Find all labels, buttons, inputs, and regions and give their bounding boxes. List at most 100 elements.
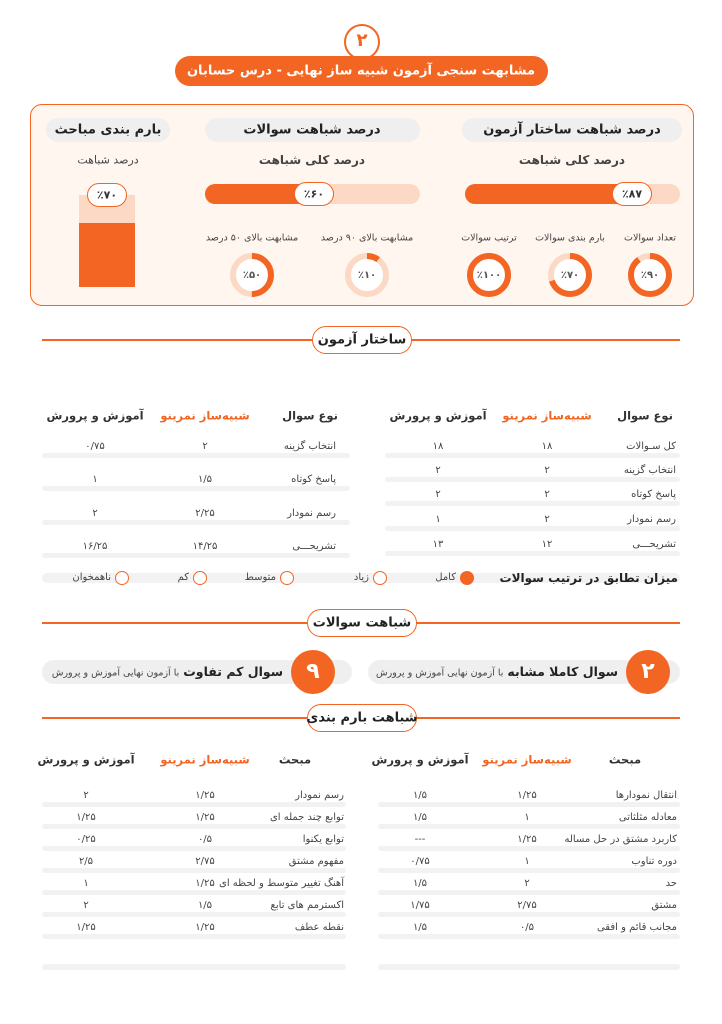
table-cell: ۲ [524,878,530,889]
table-cell: ۱/۲۵ [195,922,215,933]
table-cell: توابع چند جمله ای [269,812,344,823]
table-cell: حد [665,878,677,889]
card-label: سوال کاملا مشابه [507,663,618,679]
ring-chart [230,253,274,297]
section-title: شباهت بارم بندی [306,710,418,726]
bar-label: ٪۶۰ [303,187,325,201]
table-cell: ۲ [435,465,441,476]
table-cell: انتقال نمودارها [615,790,677,801]
column-header: شبیه‌ساز نمرینو [502,408,592,423]
column-header: آموزش و پرورش [37,752,135,767]
column-title: درصد شباهت ساختار آزمون [483,122,661,138]
vbar-fill [79,222,135,287]
table-cell: ۱۶/۲۵ [82,541,108,552]
row-bar [385,526,680,531]
table-cell: ۱/۵ [412,922,428,933]
order-option-dot [280,571,294,585]
table-cell: ۲ [83,790,89,801]
column-header: نوع سوال [617,408,673,423]
order-option: ناهمخوان [72,572,111,583]
table-cell: ۲ [92,508,98,519]
table-cell: ۲ [435,489,441,500]
table-cell: ۱۸ [541,441,553,452]
table-cell: کاربرد مشتق در حل مساله [564,834,677,845]
card-badge [626,650,670,694]
section-title: ساختار آزمون [317,332,407,348]
column-title-pill [204,118,420,142]
order-option-dot [460,571,474,585]
table-cell: تشریحـــی [292,541,336,552]
table-cell: ۱/۲۵ [517,834,537,845]
table-cell: ۰/۵ [197,834,213,845]
ring-label: ٪۵۰ [242,270,262,281]
row-bar [378,802,680,807]
row-bar [378,868,680,873]
card-badge [291,650,335,694]
table-cell: ۰/۵ [519,922,535,933]
row-bar [378,846,680,851]
ring-caption: مشابهت بالای ۹۰ درصد [320,232,414,244]
row-bar [378,934,680,939]
row-bar [42,964,346,970]
bar-label: ٪۸۷ [621,187,643,201]
column-header: آموزش و پرورش [46,408,144,423]
table-cell: رسم نمودار [287,508,336,519]
ring-caption: ترتیب سوالات [461,232,517,244]
table-cell: پاسخ کوتاه [631,489,676,500]
table-cell: رسم نمودار [627,514,676,525]
table-cell: معادله مثلثاتی [618,812,677,823]
table-cell: --- [414,834,426,845]
vbar-label-pill [87,183,127,207]
row-bar [378,964,680,970]
row-bar [378,912,680,917]
row-bar [385,453,680,458]
ring-caption: تعداد سوالات [624,232,676,244]
order-option-dot [373,571,387,585]
ring-chart [345,253,389,297]
table-cell: ۲ [544,465,550,476]
row-bar [42,868,346,873]
row-bar [42,846,346,851]
table-cell: انتخاب گزینه [623,465,676,476]
column-header: آموزش و پرورش [371,752,469,767]
table-cell: ۱/۵ [197,900,213,911]
header-number-badge [344,24,380,60]
ring-label: ٪۷۰ [560,270,580,281]
table-cell: تشریحـــی [632,539,676,550]
table-cell: ۰/۷۵ [85,441,105,452]
table-cell: ۱ [524,856,530,867]
table-cell: ۲/۲۵ [195,508,215,519]
row-bar [42,802,346,807]
column-header: مبحث [608,752,642,767]
order-option: متوسط [244,572,276,583]
table-cell: ۱ [524,812,530,823]
row-bar [42,520,350,525]
table-cell: ۱/۵ [412,812,428,823]
table-cell: رسم نمودار [295,790,344,801]
ring-chart [628,253,672,297]
row-bar [42,553,350,558]
card-number: ۲ [641,659,655,684]
order-option: کم [177,572,189,583]
row-bar [385,551,680,556]
row-bar [42,890,346,895]
order-option-dot [115,571,129,585]
table-cell: مشتق [651,900,677,911]
column-title-pill [462,118,682,142]
ring-arc [628,253,672,297]
section-pill [307,704,417,732]
card-note: با آزمون نهایی آموزش و پرورش [51,667,180,679]
table-cell: مجانب قائم و افقی [596,922,677,933]
bar-label-pill [612,182,653,206]
ring-caption: مشابهت بالای ۵۰ درصد [205,232,299,244]
table-cell: اکسترمم های تابع [270,900,344,911]
row-bar [42,453,350,458]
order-option: زیاد [353,572,369,583]
table-cell: ۱۲ [541,539,553,550]
table-cell: ۱/۲۵ [76,812,96,823]
row-bar [42,824,346,829]
header-title: مشابهت سنجی آزمون شبیه ساز نهایی - درس ح… [186,63,536,79]
table-cell: دوره تناوب [631,856,677,867]
table-cell: ۰/۷۵ [410,856,430,867]
table-cell: ۲ [544,514,550,525]
